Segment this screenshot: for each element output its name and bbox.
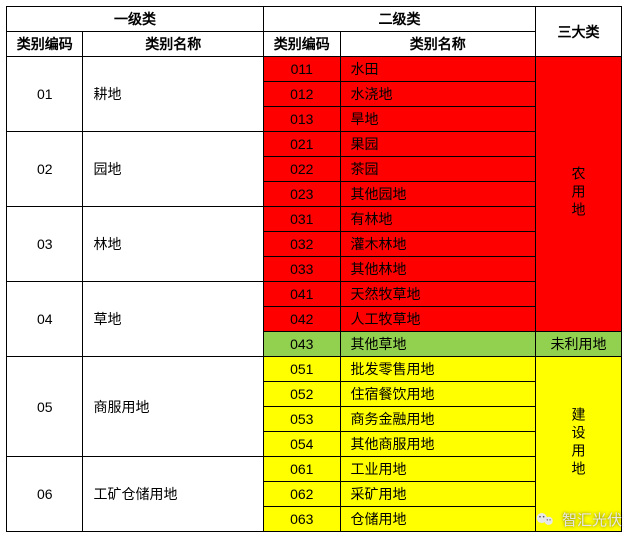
level2-name: 其他草地 — [340, 332, 535, 357]
level2-code: 052 — [264, 382, 340, 407]
big-group-label: 未利用地 — [550, 336, 606, 352]
level1-name: 耕地 — [83, 57, 264, 132]
level2-code: 051 — [264, 357, 340, 382]
level2-code: 054 — [264, 432, 340, 457]
level2-name: 其他商服用地 — [340, 432, 535, 457]
level2-code: 031 — [264, 207, 340, 232]
table-body: 01耕地011水田农用地012水浇地013旱地02园地021果园022茶园023… — [7, 57, 622, 532]
level1-code: 06 — [7, 457, 83, 532]
table-row: 05商服用地051批发零售用地建设用地 — [7, 357, 622, 382]
big-group-cell: 农用地 — [535, 57, 621, 332]
level2-code: 013 — [264, 107, 340, 132]
level2-code: 041 — [264, 282, 340, 307]
level1-name: 林地 — [83, 207, 264, 282]
level2-name: 水田 — [340, 57, 535, 82]
level2-code: 022 — [264, 157, 340, 182]
level2-code: 061 — [264, 457, 340, 482]
level2-code: 033 — [264, 257, 340, 282]
level2-name: 水浇地 — [340, 82, 535, 107]
level1-name: 草地 — [83, 282, 264, 357]
level2-name: 天然牧草地 — [340, 282, 535, 307]
level2-code: 032 — [264, 232, 340, 257]
table-row: 03林地031有林地 — [7, 207, 622, 232]
header-name1: 类别名称 — [83, 32, 264, 57]
level2-code: 053 — [264, 407, 340, 432]
level2-code: 011 — [264, 57, 340, 82]
header-level2: 二级类 — [264, 7, 536, 32]
level2-code: 021 — [264, 132, 340, 157]
level1-code: 02 — [7, 132, 83, 207]
level2-name: 果园 — [340, 132, 535, 157]
table-row: 04草地041天然牧草地 — [7, 282, 622, 307]
header-name2: 类别名称 — [340, 32, 535, 57]
header-code2: 类别编码 — [264, 32, 340, 57]
header-big3: 三大类 — [535, 7, 621, 57]
level1-name: 商服用地 — [83, 357, 264, 457]
big-group-label: 农用地 — [568, 166, 588, 220]
land-classification-table: 一级类 二级类 三大类 类别编码 类别名称 类别编码 类别名称 01耕地011水… — [6, 6, 622, 532]
level2-code: 043 — [264, 332, 340, 357]
level2-name: 批发零售用地 — [340, 357, 535, 382]
big-group-cell: 未利用地 — [535, 332, 621, 357]
level1-name: 工矿仓储用地 — [83, 457, 264, 532]
table-row: 02园地021果园 — [7, 132, 622, 157]
level2-name: 有林地 — [340, 207, 535, 232]
table-row: 01耕地011水田农用地 — [7, 57, 622, 82]
level2-code: 012 — [264, 82, 340, 107]
level2-name: 其他园地 — [340, 182, 535, 207]
level2-code: 023 — [264, 182, 340, 207]
level2-name: 工业用地 — [340, 457, 535, 482]
level2-code: 042 — [264, 307, 340, 332]
header-code1: 类别编码 — [7, 32, 83, 57]
level1-code: 04 — [7, 282, 83, 357]
level2-name: 灌木林地 — [340, 232, 535, 257]
level2-name: 住宿餐饮用地 — [340, 382, 535, 407]
header-level1: 一级类 — [7, 7, 264, 32]
level2-name: 人工牧草地 — [340, 307, 535, 332]
level2-code: 062 — [264, 482, 340, 507]
big-group-label: 建设用地 — [568, 407, 588, 479]
level2-name: 仓储用地 — [340, 507, 535, 532]
level1-code: 05 — [7, 357, 83, 457]
table-row: 06工矿仓储用地061工业用地 — [7, 457, 622, 482]
level1-code: 01 — [7, 57, 83, 132]
level2-name: 商务金融用地 — [340, 407, 535, 432]
level1-name: 园地 — [83, 132, 264, 207]
level2-name: 旱地 — [340, 107, 535, 132]
level2-name: 采矿用地 — [340, 482, 535, 507]
level1-code: 03 — [7, 207, 83, 282]
level2-name: 其他林地 — [340, 257, 535, 282]
level2-name: 茶园 — [340, 157, 535, 182]
level2-code: 063 — [264, 507, 340, 532]
big-group-cell: 建设用地 — [535, 357, 621, 532]
